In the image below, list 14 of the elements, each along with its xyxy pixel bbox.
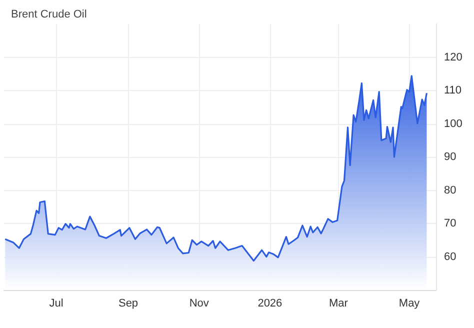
y-tick-label: 100 [444,118,462,130]
y-tick-label: 120 [444,51,462,64]
x-tick-label: Jul [49,298,64,310]
y-tick-label: 70 [444,218,456,230]
x-tick-label: Sep [118,298,138,310]
chart-title: Brent Crude Oil [11,8,87,20]
x-tick-label: Nov [189,298,210,310]
x-tick-label: Mar [328,298,348,310]
x-tick-label: May [398,298,420,310]
y-tick-label: 110 [444,84,462,96]
y-tick-label: 90 [444,151,456,163]
y-tick-label: 80 [444,184,456,196]
x-tick-label: 2026 [258,298,282,310]
y-tick-label: 60 [444,250,456,263]
